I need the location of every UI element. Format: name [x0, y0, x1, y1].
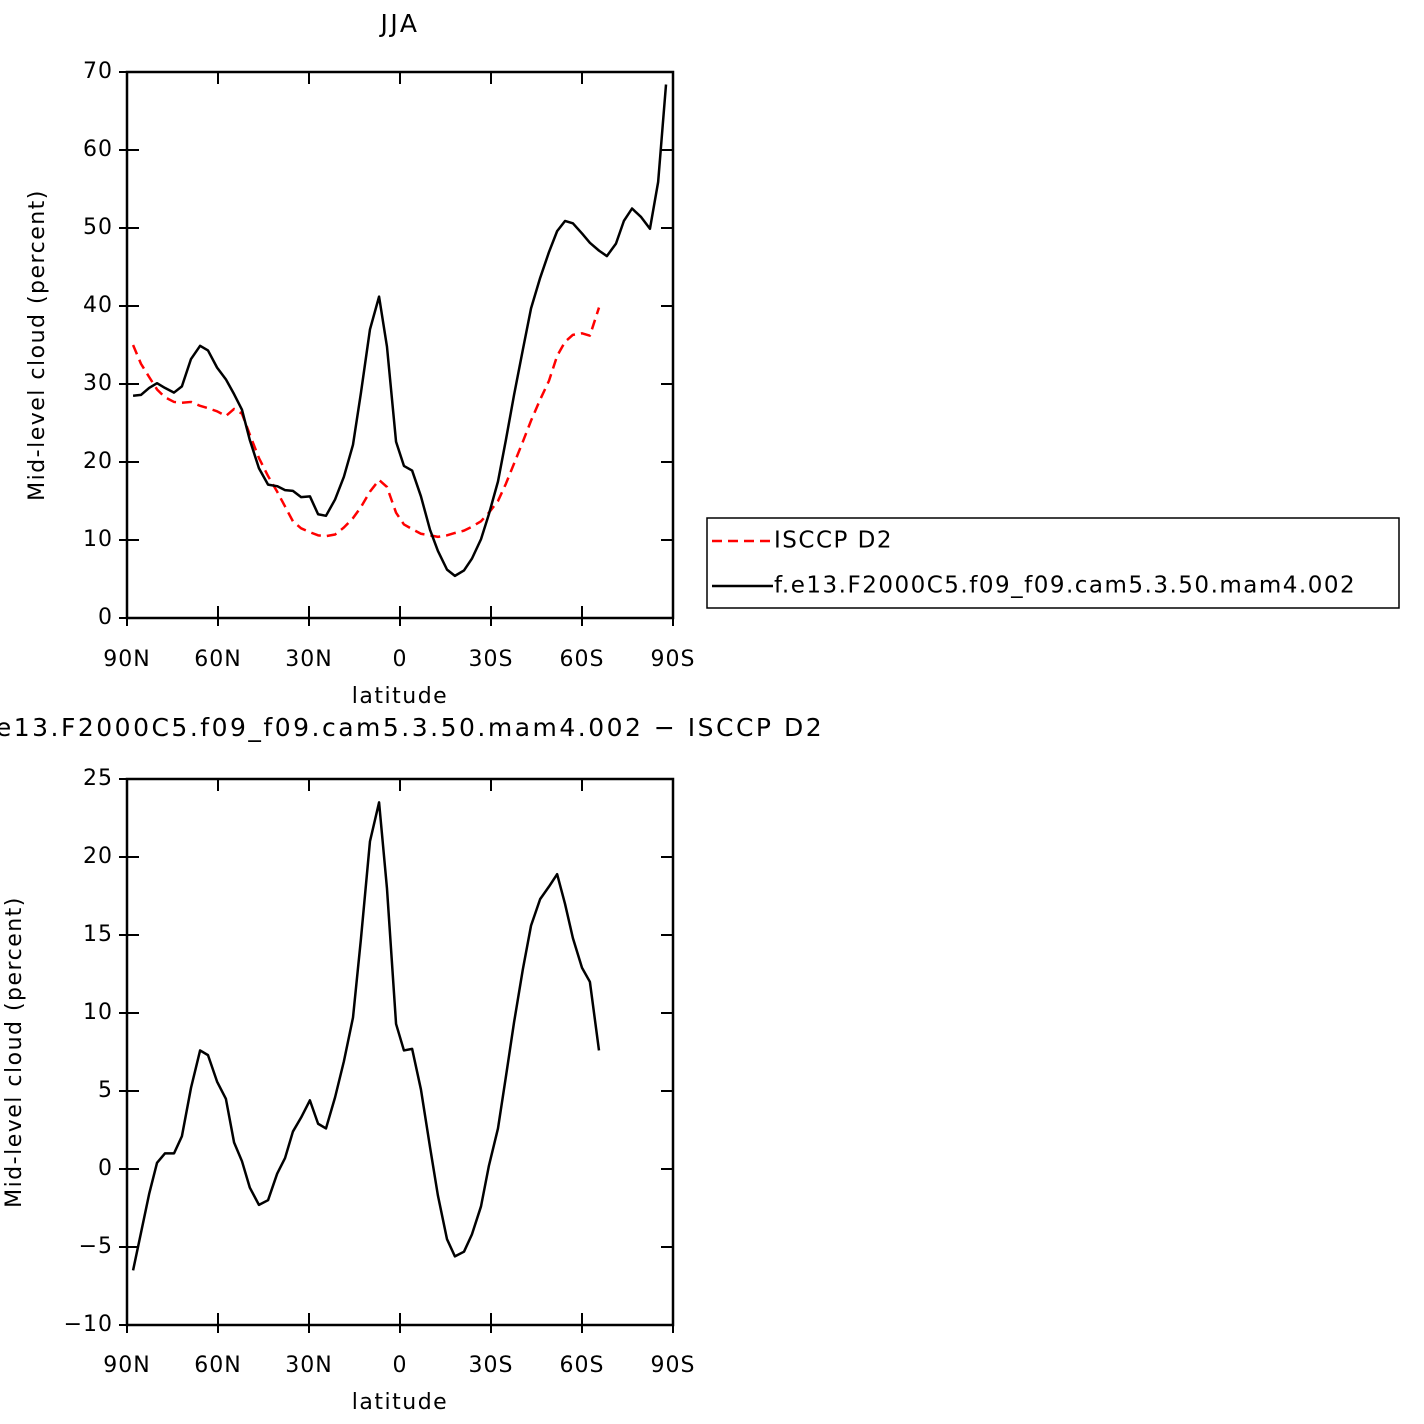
data-line	[132, 84, 668, 578]
y-tick-label: 10	[83, 1000, 113, 1025]
legend-label: f.e13.F2000C5.f09_f09.cam5.3.50.mam4.002	[774, 573, 1356, 599]
chart-title: JJA	[379, 9, 420, 38]
y-tick-label: −5	[79, 1234, 113, 1259]
legend-box	[706, 517, 1400, 609]
y-tick-label: 0	[98, 605, 113, 630]
x-tick-label: 0	[393, 1353, 408, 1378]
y-tick-label: 50	[83, 215, 113, 240]
y-tick-label: 20	[83, 844, 113, 869]
y-tick-label: 30	[83, 371, 113, 396]
x-axis-label: latitude	[352, 684, 448, 709]
x-tick-label: 90N	[103, 1353, 150, 1378]
x-tick-label: 60N	[194, 1353, 241, 1378]
y-tick-label: 60	[83, 137, 113, 162]
x-tick-label: 30S	[469, 1353, 514, 1378]
y-tick-label: −10	[64, 1312, 113, 1337]
data-line	[131, 801, 601, 1271]
y-tick-label: 15	[83, 922, 113, 947]
x-tick-label: 90S	[651, 647, 696, 672]
x-tick-label: 90N	[103, 647, 150, 672]
x-tick-label: 60N	[194, 647, 241, 672]
x-tick-label: 0	[393, 647, 408, 672]
y-axis-label: Mid-level cloud (percent)	[25, 189, 50, 501]
x-tick-label: 30N	[285, 647, 332, 672]
x-tick-label: 30N	[285, 1353, 332, 1378]
x-tick-label: 90S	[651, 1353, 696, 1378]
plot-frame	[125, 777, 675, 1327]
x-axis-label: latitude	[352, 1390, 448, 1415]
y-tick-label: 0	[98, 1156, 113, 1181]
plot-frame	[125, 70, 675, 620]
x-tick-label: 30S	[469, 647, 514, 672]
y-tick-label: 40	[83, 293, 113, 318]
y-tick-label: 20	[83, 449, 113, 474]
x-tick-label: 60S	[560, 1353, 605, 1378]
y-tick-label: 25	[83, 766, 113, 791]
y-tick-label: 5	[98, 1078, 113, 1103]
legend-label: ISCCP D2	[774, 528, 893, 554]
data-line	[131, 307, 601, 539]
y-tick-label: 70	[83, 59, 113, 84]
x-tick-label: 60S	[560, 647, 605, 672]
y-axis-label: Mid-level cloud (percent)	[2, 896, 27, 1208]
y-tick-label: 10	[83, 527, 113, 552]
chart-title: f.e13.F2000C5.f09_f09.cam5.3.50.mam4.002…	[0, 713, 824, 742]
